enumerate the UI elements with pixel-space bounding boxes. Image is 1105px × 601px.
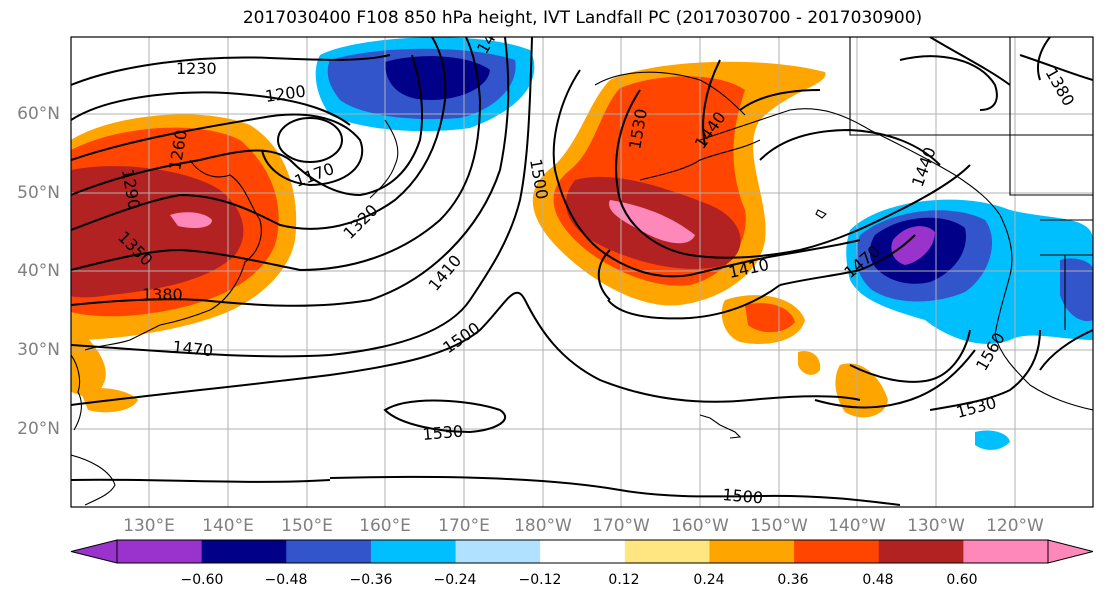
colorbar-swatch [963, 540, 1049, 563]
colorbar-swatch [540, 540, 626, 563]
colorbar-swatch [794, 540, 880, 563]
contour-label: 1500 [722, 485, 764, 507]
ivt-negative [315, 37, 1093, 450]
colorbar-swatch [709, 540, 795, 563]
contour-label: 1530 [422, 422, 464, 444]
map-frame [70, 36, 1094, 508]
colorbar-swatch [201, 540, 287, 563]
contour-label: 1230 [176, 59, 217, 78]
graticule [71, 37, 1093, 507]
height-contours [71, 37, 1093, 506]
colorbar-swatch [370, 540, 457, 563]
colorbar-frame [116, 539, 1049, 564]
map-title: 2017030400 F108 850 hPa height, IVT Land… [242, 8, 923, 28]
ivt-positive-west [71, 114, 297, 413]
colorbar-swatch [624, 540, 710, 563]
colorbar [70, 539, 1094, 564]
contour-label: 1470 [172, 337, 214, 360]
colorbar-swatch [455, 540, 541, 563]
ivt-positive-central [532, 61, 888, 418]
colorbar-swatch [117, 540, 203, 563]
contour-label: 1380 [142, 285, 183, 304]
colorbar-extend-high [1047, 539, 1094, 564]
colorbar-swatch [878, 540, 964, 563]
colorbar-extend-low [70, 539, 118, 564]
colorbar-swatch [286, 540, 372, 563]
